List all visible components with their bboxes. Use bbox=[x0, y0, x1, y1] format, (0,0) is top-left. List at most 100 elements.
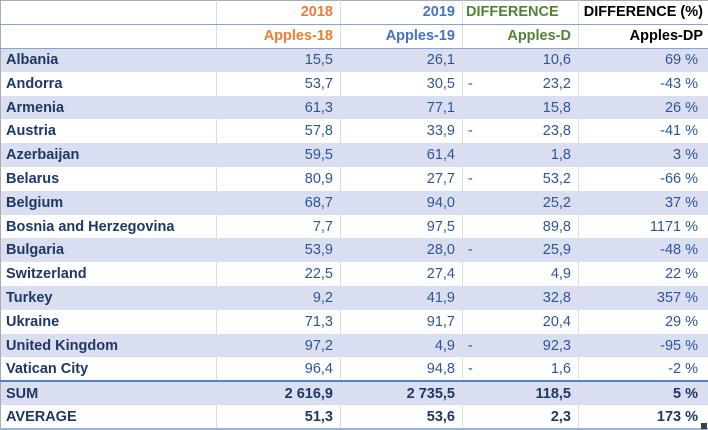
value-2019-cell[interactable]: 94,0 bbox=[340, 190, 463, 215]
difference-pct-cell[interactable]: 3 % bbox=[578, 143, 708, 168]
difference-pct-cell[interactable]: 26 % bbox=[578, 95, 708, 120]
table-row: Armenia 61,3 77,1 15,8 26 % bbox=[0, 95, 708, 120]
sum-difference-cell[interactable]: 118,5 bbox=[462, 380, 579, 406]
value-2018-cell[interactable]: 96,4 bbox=[216, 357, 341, 382]
country-cell[interactable]: Albania bbox=[0, 48, 217, 72]
difference-cell[interactable]: 89,8 bbox=[462, 214, 579, 239]
difference-cell[interactable]: 20,4 bbox=[462, 309, 579, 334]
value-2018-cell[interactable]: 80,9 bbox=[216, 167, 341, 191]
country-cell[interactable]: Vatican City bbox=[0, 357, 217, 382]
value-2018-cell[interactable]: 68,7 bbox=[216, 190, 341, 215]
empty-header-cell[interactable] bbox=[0, 24, 217, 49]
corner-cell[interactable] bbox=[0, 0, 217, 25]
header-apples-d[interactable]: Apples-D bbox=[462, 24, 579, 49]
value-2018-cell[interactable]: 53,7 bbox=[216, 71, 341, 96]
country-cell[interactable]: Ukraine bbox=[0, 309, 217, 334]
difference-cell[interactable]: - 53,2 bbox=[462, 167, 579, 191]
header-difference[interactable]: DIFFERENCE bbox=[462, 0, 579, 25]
difference-pct-cell[interactable]: -43 % bbox=[660, 75, 698, 92]
difference-pct-cell[interactable]: 22 % bbox=[664, 266, 698, 283]
difference-cell[interactable]: - 92,3 bbox=[462, 333, 579, 358]
difference-pct-cell[interactable]: -2 % bbox=[668, 360, 698, 377]
country-cell[interactable]: Turkey bbox=[0, 286, 217, 310]
value-2018-cell[interactable]: 22,5 bbox=[216, 262, 341, 287]
value-2019-cell[interactable]: 27,7 bbox=[340, 167, 463, 191]
value-2019-cell[interactable]: 4,9 bbox=[340, 333, 463, 358]
difference-cell[interactable]: - 25,9 bbox=[462, 238, 579, 263]
table-row: Turkey 9,2 41,9 32,8 357 % bbox=[0, 286, 708, 310]
header-difference-pct[interactable]: DIFFERENCE (%) bbox=[578, 0, 708, 25]
average-2019-cell[interactable]: 53,6 bbox=[340, 405, 463, 429]
value-2018-cell[interactable]: 53,9 bbox=[216, 238, 341, 263]
difference-value: 10,6 bbox=[542, 52, 571, 69]
header-apples-19[interactable]: Apples-19 bbox=[340, 24, 463, 49]
difference-cell[interactable]: - 1,6 bbox=[462, 357, 579, 382]
difference-pct-cell[interactable]: 357 % bbox=[578, 286, 708, 310]
sum-label-cell[interactable]: SUM bbox=[0, 380, 217, 406]
difference-cell[interactable]: 10,6 bbox=[462, 48, 579, 72]
difference-pct-cell[interactable]: 29 % bbox=[664, 313, 698, 330]
difference-cell[interactable]: 32,8 bbox=[462, 286, 579, 310]
value-2019-cell[interactable]: 91,7 bbox=[340, 309, 463, 334]
sum-row: SUM 2 616,9 2 735,5 118,5 5 % bbox=[0, 380, 708, 406]
value-2019-cell[interactable]: 28,0 bbox=[340, 238, 463, 263]
minus-sign: - bbox=[468, 123, 473, 140]
header-2018[interactable]: 2018 bbox=[216, 0, 341, 25]
difference-pct-cell[interactable]: -95 % bbox=[578, 333, 708, 358]
minus-sign: - bbox=[468, 170, 473, 187]
value-2018-cell[interactable]: 9,2 bbox=[216, 286, 341, 310]
value-2019-cell[interactable]: 61,4 bbox=[340, 143, 463, 168]
value-2018-cell[interactable]: 7,7 bbox=[216, 214, 341, 239]
country-cell[interactable]: Austria bbox=[0, 119, 217, 144]
country-cell[interactable]: Belgium bbox=[0, 190, 217, 215]
value-2019-cell[interactable]: 41,9 bbox=[340, 286, 463, 310]
average-difference-pct-cell[interactable]: 173 % bbox=[656, 408, 698, 425]
difference-pct-cell[interactable]: 1171 % bbox=[649, 218, 698, 235]
difference-cell[interactable]: - 23,2 bbox=[462, 71, 579, 96]
difference-cell[interactable]: 25,2 bbox=[462, 190, 579, 215]
value-2019-cell[interactable]: 26,1 bbox=[340, 48, 463, 72]
difference-cell[interactable]: 15,8 bbox=[462, 95, 579, 120]
country-cell[interactable]: Bulgaria bbox=[0, 238, 217, 263]
difference-pct-cell[interactable]: 69 % bbox=[578, 48, 708, 72]
country-cell[interactable]: United Kingdom bbox=[0, 333, 217, 358]
country-cell[interactable]: Bosnia and Herzegovina bbox=[0, 214, 217, 239]
average-difference-cell[interactable]: 2,3 bbox=[462, 405, 579, 429]
difference-cell[interactable]: 4,9 bbox=[462, 262, 579, 287]
difference-pct-cell[interactable]: 37 % bbox=[578, 190, 708, 215]
country-cell[interactable]: Andorra bbox=[0, 71, 217, 96]
header-2019[interactable]: 2019 bbox=[340, 0, 463, 25]
value-2018-cell[interactable]: 97,2 bbox=[216, 333, 341, 358]
country-cell[interactable]: Azerbaijan bbox=[0, 143, 217, 168]
sum-2018-cell[interactable]: 2 616,9 bbox=[216, 380, 341, 406]
value-2019-cell[interactable]: 77,1 bbox=[340, 95, 463, 120]
value-2019-cell[interactable]: 33,9 bbox=[340, 119, 463, 144]
fill-handle[interactable] bbox=[701, 423, 707, 429]
difference-cell[interactable]: 1,8 bbox=[462, 143, 579, 168]
difference-pct-cell[interactable]: -41 % bbox=[660, 123, 698, 140]
value-2018-cell[interactable]: 61,3 bbox=[216, 95, 341, 120]
country-cell[interactable]: Belarus bbox=[0, 167, 217, 191]
value-2018-cell[interactable]: 57,8 bbox=[216, 119, 341, 144]
header-row-series: Apples-18 Apples-19 Apples-D Apples-DP bbox=[0, 24, 708, 49]
value-2018-cell[interactable]: 15,5 bbox=[216, 48, 341, 72]
sum-2019-cell[interactable]: 2 735,5 bbox=[340, 380, 463, 406]
difference-cell[interactable]: - 23,8 bbox=[462, 119, 579, 144]
average-label-cell[interactable]: AVERAGE bbox=[0, 405, 217, 429]
average-2018-cell[interactable]: 51,3 bbox=[216, 405, 341, 429]
value-2019-cell[interactable]: 94,8 bbox=[340, 357, 463, 382]
header-apples-dp[interactable]: Apples-DP bbox=[578, 24, 708, 49]
value-2019-cell[interactable]: 27,4 bbox=[340, 262, 463, 287]
difference-value: 23,2 bbox=[542, 75, 571, 92]
difference-pct-cell[interactable]: -66 % bbox=[660, 170, 698, 187]
header-apples-18[interactable]: Apples-18 bbox=[216, 24, 341, 49]
country-cell[interactable]: Switzerland bbox=[0, 262, 217, 287]
value-2018-cell[interactable]: 71,3 bbox=[216, 309, 341, 334]
difference-value: 2,3 bbox=[550, 408, 571, 425]
value-2019-cell[interactable]: 97,5 bbox=[340, 214, 463, 239]
value-2019-cell[interactable]: 30,5 bbox=[340, 71, 463, 96]
value-2018-cell[interactable]: 59,5 bbox=[216, 143, 341, 168]
country-cell[interactable]: Armenia bbox=[0, 95, 217, 120]
difference-pct-cell[interactable]: -48 % bbox=[578, 238, 708, 263]
sum-difference-pct-cell[interactable]: 5 % bbox=[578, 380, 708, 406]
